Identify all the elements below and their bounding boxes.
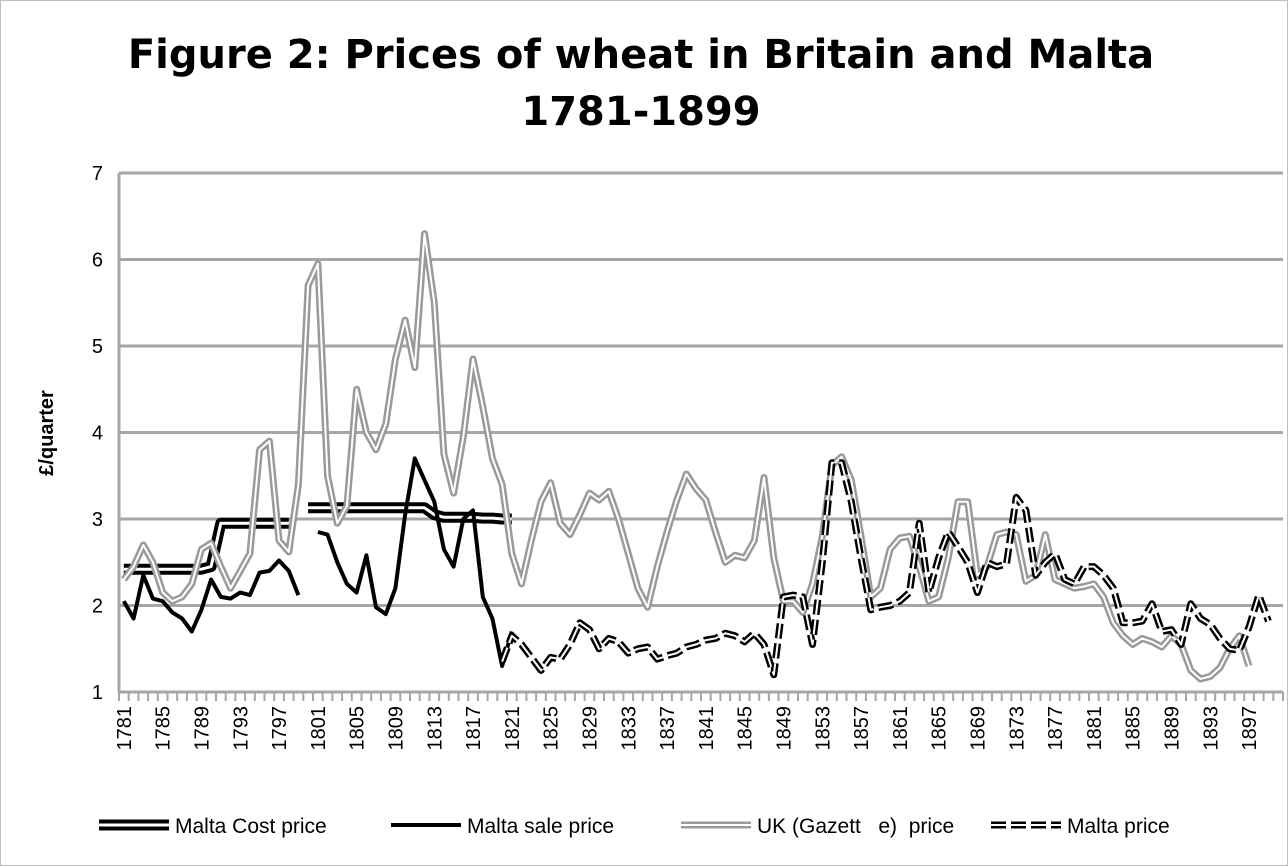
- series-line: [501, 461, 1270, 676]
- x-tick-label: 1869: [967, 706, 989, 751]
- x-tick-label: 1805: [347, 706, 369, 751]
- x-tick-label: 1809: [385, 706, 407, 751]
- x-tick-label: 1833: [618, 706, 640, 751]
- x-tick-label: 1821: [502, 706, 524, 751]
- x-tick-label: 1841: [696, 706, 718, 751]
- x-tick-label: 1881: [1084, 706, 1106, 751]
- y-tick-label: 7: [92, 163, 103, 185]
- x-tick-label: 1817: [463, 706, 485, 751]
- x-tick-label: 1837: [657, 706, 679, 751]
- y-tick-label: 2: [92, 596, 103, 618]
- legend-item-4: Malta price: [991, 815, 1170, 838]
- series-4: [498, 459, 1272, 679]
- grid-lines: [119, 171, 1283, 607]
- y-tick-label: 6: [92, 250, 103, 272]
- x-tick-label: 1861: [890, 706, 912, 751]
- y-axis-label: £/quarter: [36, 390, 58, 476]
- x-tick-label: 1885: [1123, 706, 1145, 751]
- legend: Malta Cost price Malta sale price UK (Gaze…: [99, 815, 1170, 838]
- legend-label: Malta Cost price: [175, 815, 327, 838]
- legend-label: Malta price: [1067, 815, 1170, 838]
- legend-label: Malta sale price: [467, 815, 614, 838]
- x-tick-label: 1849: [773, 706, 795, 751]
- series-3: [121, 230, 1253, 683]
- legend-item-3: UK (Gazett e) price: [681, 815, 954, 838]
- legend-label: UK (Gazett e) price: [757, 815, 954, 838]
- x-tick-label: 1893: [1200, 706, 1222, 751]
- x-tick-label: 1845: [735, 706, 757, 751]
- x-tick-label: 1829: [579, 706, 601, 751]
- x-tick-label: 1781: [114, 706, 136, 751]
- x-tick-label: 1873: [1006, 706, 1028, 751]
- chart-title: Figure 2: Prices of wheat in Britain and…: [128, 32, 1154, 78]
- series-line: [122, 558, 301, 634]
- series-2: [122, 456, 514, 668]
- series-line: [317, 456, 514, 668]
- chart-subtitle: 1781-1899: [521, 89, 760, 135]
- series-line: [123, 232, 1250, 680]
- x-tick-label: 1865: [929, 706, 951, 751]
- x-tick-label: 1877: [1045, 706, 1067, 751]
- y-tick-label: 4: [92, 423, 103, 445]
- x-tick-label: 1785: [153, 706, 175, 751]
- x-tick-label: 1797: [269, 706, 291, 751]
- x-tick-label: 1813: [424, 706, 446, 751]
- y-tick-label: 3: [92, 509, 103, 531]
- x-tick-label: 1793: [230, 706, 252, 751]
- x-tick-label: 1853: [812, 706, 834, 751]
- x-tick-label: 1889: [1161, 706, 1183, 751]
- legend-item-1: Malta Cost price: [99, 815, 327, 838]
- x-tick-label: 1825: [541, 706, 563, 751]
- series-lines: [121, 230, 1272, 683]
- x-tick-label: 1897: [1239, 706, 1261, 751]
- x-tick-label: 1857: [851, 706, 873, 751]
- x-tick-label: 1789: [191, 706, 213, 751]
- y-tick-label: 1: [92, 682, 103, 704]
- y-tick-label: 5: [92, 336, 103, 358]
- x-tick-label: 1801: [308, 706, 330, 751]
- axes: 1 2 3 4 5 6 7 1781 1785 1789 1793 1797 1801 1805 1809 1…: [92, 163, 1284, 751]
- series-line: [123, 521, 289, 571]
- series-line: [121, 230, 1253, 683]
- legend-item-2: Malta sale price: [391, 815, 614, 838]
